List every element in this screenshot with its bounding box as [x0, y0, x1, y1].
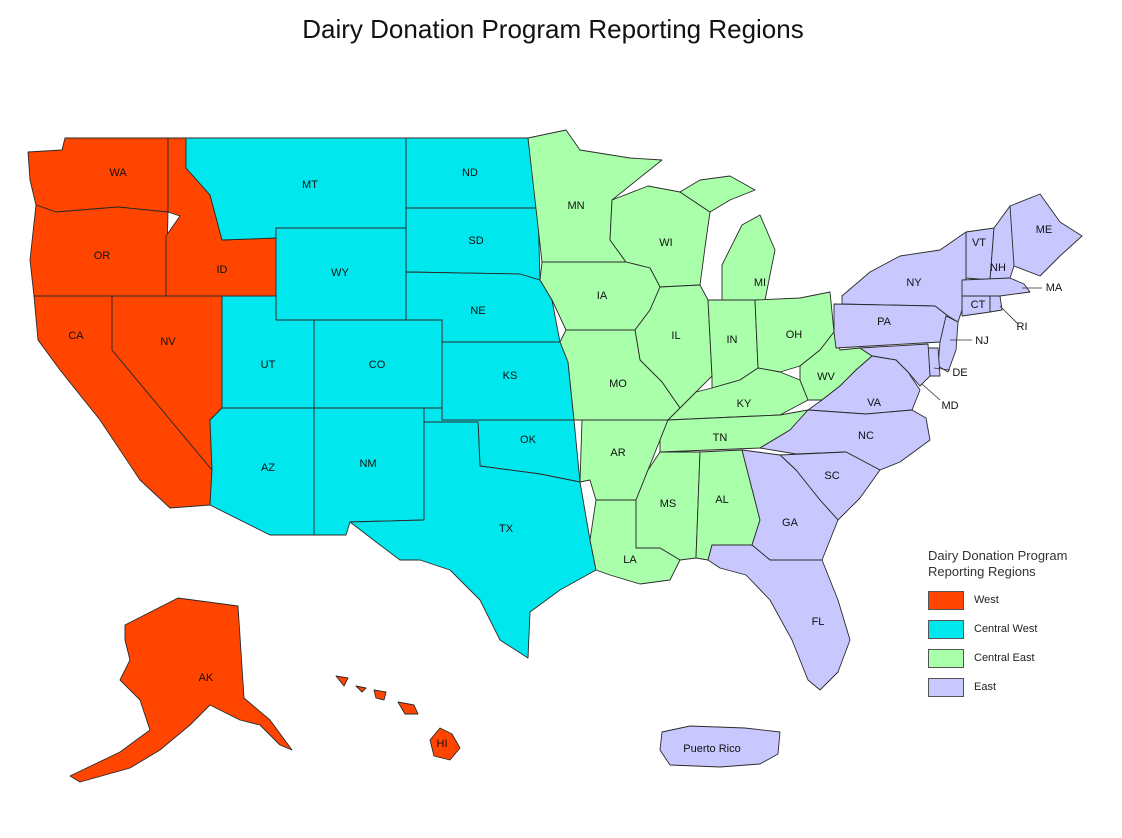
label-hi: HI — [437, 738, 448, 750]
label-ia: IA — [597, 290, 608, 302]
label-fl: FL — [812, 616, 825, 628]
label-nv: NV — [160, 336, 176, 348]
label-az: AZ — [261, 462, 275, 474]
label-or: OR — [94, 250, 111, 262]
region-west — [27, 137, 461, 783]
label-me: ME — [1036, 224, 1053, 236]
label-pr: Puerto Rico — [683, 743, 740, 755]
label-co: CO — [369, 359, 386, 371]
label-ks: KS — [503, 370, 518, 382]
label-ky: KY — [737, 398, 752, 410]
legend-label-east: East — [974, 681, 997, 693]
label-ct: CT — [971, 299, 986, 311]
label-md: MD — [941, 400, 958, 412]
state-nh[interactable] — [989, 205, 1015, 281]
legend-item-central-east: Central East — [928, 648, 1108, 668]
label-wa: WA — [109, 167, 127, 179]
region-east — [659, 193, 1083, 768]
state-pa[interactable] — [833, 303, 949, 349]
label-mn: MN — [567, 200, 584, 212]
legend-label-central-west: Central West — [974, 623, 1038, 635]
label-in: IN — [727, 334, 738, 346]
label-tn: TN — [713, 432, 728, 444]
label-al: AL — [715, 494, 728, 506]
label-ar: AR — [610, 447, 625, 459]
label-de: DE — [952, 367, 967, 379]
label-mo: MO — [609, 378, 627, 390]
region-central-east — [527, 129, 873, 585]
state-tx[interactable] — [349, 421, 597, 659]
state-ma[interactable] — [961, 277, 1031, 297]
label-vt: VT — [972, 237, 986, 249]
state-nj[interactable] — [937, 315, 959, 373]
label-oh: OH — [786, 329, 803, 341]
label-nc: NC — [858, 430, 874, 442]
legend-label-west: West — [974, 594, 999, 606]
label-mi: MI — [754, 277, 766, 289]
state-nc[interactable] — [759, 409, 931, 471]
state-hi[interactable] — [335, 675, 461, 761]
state-ri[interactable] — [989, 295, 1003, 313]
map-title: Dairy Donation Program Reporting Regions — [302, 14, 804, 44]
label-id: ID — [217, 264, 228, 276]
state-nm[interactable] — [313, 407, 425, 536]
legend-item-west: West — [928, 590, 1108, 610]
label-sd: SD — [468, 235, 483, 247]
region-central-west — [185, 137, 597, 659]
label-ok: OK — [520, 434, 537, 446]
label-ny: NY — [906, 277, 922, 289]
label-tx: TX — [499, 523, 514, 535]
label-nh: NH — [990, 262, 1006, 274]
state-la[interactable] — [589, 499, 681, 585]
label-wy: WY — [331, 267, 349, 279]
legend-title-line2: Reporting Regions — [928, 564, 1036, 579]
legend-swatch-west — [928, 590, 964, 610]
legend-swatch-east — [928, 677, 964, 697]
label-nm: NM — [359, 458, 376, 470]
state-ak[interactable] — [69, 597, 293, 783]
label-ma: MA — [1046, 282, 1063, 294]
label-ca: CA — [68, 330, 84, 342]
label-sc: SC — [824, 470, 839, 482]
state-labels: WA OR ID CA NV AK HI MT ND SD WY NE UT C… — [68, 167, 1063, 755]
legend-item-east: East — [928, 677, 1108, 697]
legend-title-line1: Dairy Donation Program — [928, 548, 1068, 563]
label-il: IL — [671, 330, 680, 342]
label-nj: NJ — [975, 335, 988, 347]
label-ak: AK — [199, 672, 214, 684]
legend-label-central-east: Central East — [974, 652, 1035, 664]
label-ut: UT — [261, 359, 276, 371]
state-pr[interactable] — [659, 725, 781, 768]
state-mt[interactable] — [185, 137, 407, 241]
legend-swatch-central-east — [928, 648, 964, 668]
state-fl[interactable] — [707, 544, 851, 691]
label-wv: WV — [817, 371, 835, 383]
state-wa[interactable] — [27, 137, 169, 213]
legend: Dairy Donation Program Reporting Regions… — [928, 548, 1108, 706]
label-nd: ND — [462, 167, 478, 179]
leader-lines — [921, 287, 1042, 401]
legend-swatch-central-west — [928, 619, 964, 639]
label-wi: WI — [659, 237, 672, 249]
label-pa: PA — [877, 316, 892, 328]
label-ga: GA — [782, 517, 799, 529]
label-ms: MS — [660, 498, 677, 510]
label-ri: RI — [1017, 321, 1028, 333]
label-ne: NE — [470, 305, 485, 317]
legend-title: Dairy Donation Program Reporting Regions — [928, 548, 1108, 580]
label-mt: MT — [302, 179, 318, 191]
label-va: VA — [867, 397, 882, 409]
label-la: LA — [623, 554, 637, 566]
state-ga[interactable] — [741, 449, 839, 561]
legend-item-central-west: Central West — [928, 619, 1108, 639]
